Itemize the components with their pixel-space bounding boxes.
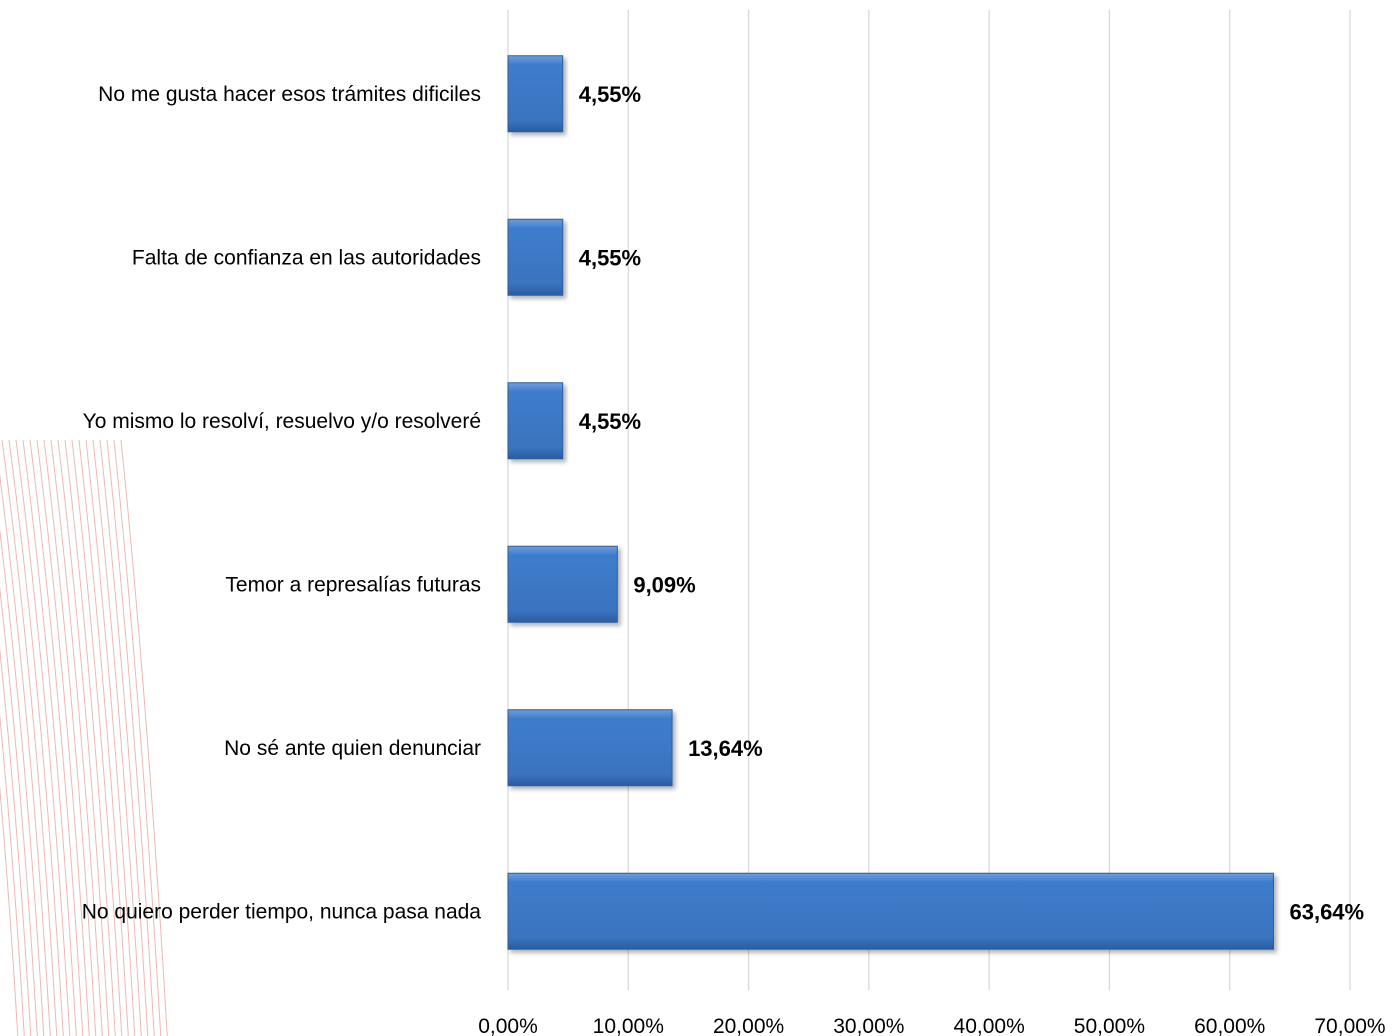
category-label: No quiero perder tiempo, nunca pasa nada	[82, 900, 482, 923]
x-tick-label: 10,00%	[593, 1015, 664, 1036]
labels: 0,00% 10,00% 20,00% 30,00% 40,00% 50,00% 60,00…	[82, 82, 1386, 1036]
value-label: 4,55%	[579, 409, 641, 434]
bar	[507, 709, 673, 787]
value-label: 4,55%	[579, 82, 641, 107]
category-label: Falta de confianza en las autoridades	[132, 246, 481, 269]
category-label: Temor a represalías futuras	[225, 573, 481, 596]
category-label: Yo mismo lo resolví, resuelvo y/o resolv…	[83, 410, 481, 433]
category-label: No sé ante quien denunciar	[224, 737, 481, 760]
bar	[507, 218, 564, 296]
category-label: No me gusta hacer esos trámites dificile…	[98, 83, 481, 106]
x-tick-label: 30,00%	[833, 1015, 904, 1036]
x-tick-label: 60,00%	[1194, 1015, 1265, 1036]
x-tick-label: 20,00%	[713, 1015, 784, 1036]
x-tick-label: 70,00%	[1314, 1015, 1385, 1036]
bar	[507, 545, 618, 623]
x-tick-label: 50,00%	[1074, 1015, 1145, 1036]
value-label: 13,64%	[688, 736, 763, 761]
gridlines	[507, 10, 1351, 990]
bars	[507, 55, 1274, 950]
bar	[507, 872, 1274, 950]
bar	[507, 382, 564, 460]
x-tick-label: 40,00%	[954, 1015, 1025, 1036]
value-label: 63,64%	[1289, 899, 1364, 924]
value-label: 9,09%	[633, 572, 695, 597]
decorative-curves	[0, 439, 168, 1036]
x-tick-label: 0,00%	[478, 1015, 538, 1036]
value-label: 4,55%	[579, 245, 641, 270]
bar	[507, 55, 564, 133]
